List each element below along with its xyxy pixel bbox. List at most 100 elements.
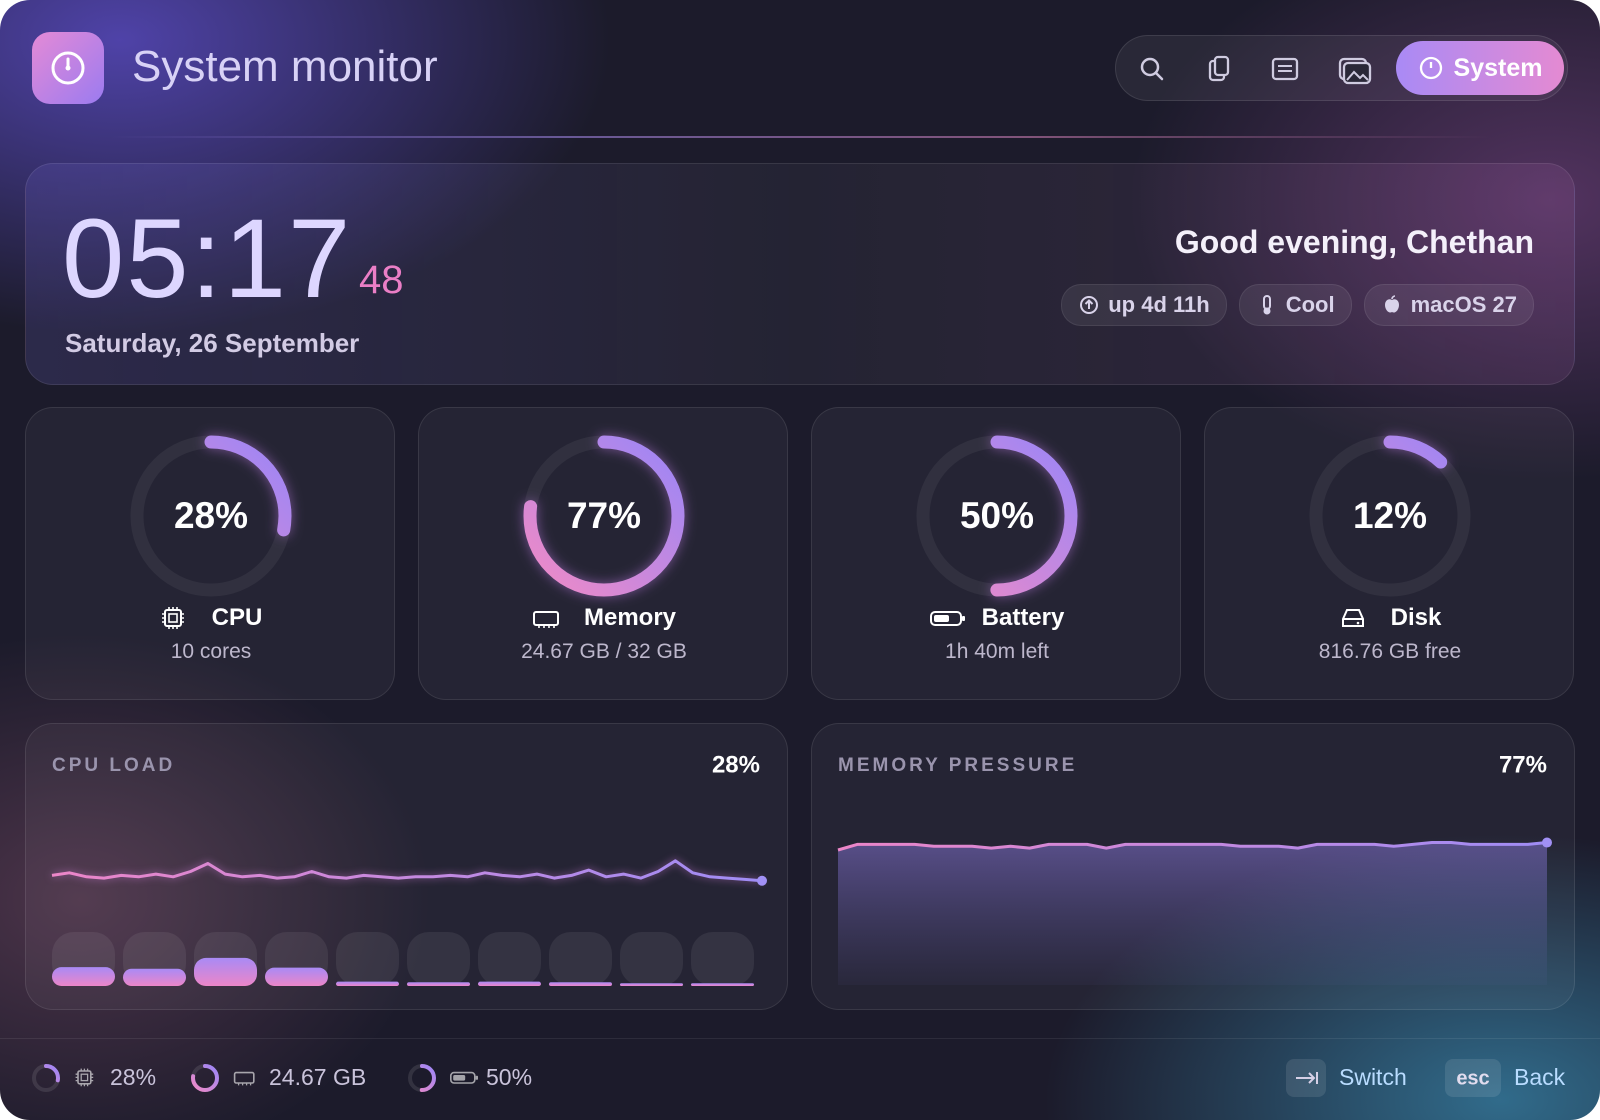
header-divider: [110, 136, 1490, 138]
core-bar: [407, 982, 470, 986]
logo-icon: [51, 51, 85, 85]
gauge-value: 12%: [1353, 495, 1427, 536]
gauge-arc: [130, 435, 292, 597]
panel-title: MEMORY PRESSURE: [838, 755, 1077, 776]
gauge-detail: 10 cores: [170, 640, 252, 663]
footer-icon: [450, 1071, 478, 1084]
core-bar: [620, 983, 683, 986]
panel-value: 77%: [1499, 751, 1547, 778]
gauge-card: 50% Battery 1h 40m left: [811, 407, 1181, 700]
system-tab-label[interactable]: System: [1453, 53, 1543, 82]
core-bar: [478, 981, 541, 986]
panel-value: 28%: [712, 751, 760, 778]
gauge-detail: 1h 40m left: [945, 640, 1049, 663]
key-label: esc: [1456, 1067, 1489, 1089]
gauge-arc: [1309, 435, 1471, 597]
app-title: System monitor: [132, 42, 438, 91]
memory-area: [838, 842, 1547, 985]
chip-icon: [1080, 296, 1099, 314]
footer-icon: [233, 1071, 255, 1086]
chip-icon: [1384, 295, 1399, 313]
gauge-value: 77%: [567, 495, 641, 536]
clock-seconds: 48: [359, 258, 404, 302]
panel-title: CPU LOAD: [52, 755, 175, 776]
core-track: [336, 932, 399, 986]
gauge-icon: [929, 611, 965, 626]
core-bar: [194, 957, 257, 986]
status-chip: up 4d 11h: [1061, 284, 1227, 326]
gauge-value: 50%: [960, 495, 1034, 536]
footer-ring: [408, 1064, 436, 1092]
core-track: [407, 932, 470, 986]
clock-panel: 05:17 48 Saturday, 26 September Good eve…: [25, 163, 1575, 385]
clipboard-button[interactable]: [1203, 53, 1235, 85]
app-logo: [32, 32, 104, 104]
footer-ring: [32, 1064, 60, 1092]
search-button[interactable]: [1136, 53, 1168, 85]
shortcut-label[interactable]: Back: [1514, 1064, 1566, 1090]
gauge-name-row: CPU: [26, 604, 396, 632]
gauge-graphic: 28%: [130, 435, 292, 597]
gauge-name: Battery: [981, 604, 1065, 631]
gauge-icon: [532, 611, 559, 628]
core-bar: [265, 967, 328, 986]
gauge-card: 12% Disk 816.76 GB free: [1204, 407, 1574, 700]
core-bar: [123, 968, 186, 986]
footer-stat: 50%: [486, 1064, 532, 1090]
footer-divider: [0, 1038, 1600, 1039]
notes-button[interactable]: [1269, 53, 1301, 85]
gauge-name: CPU: [211, 604, 263, 631]
footer-icon: [75, 1068, 94, 1087]
chip-label: macOS 27: [1410, 292, 1517, 317]
gauge-name: Disk: [1390, 604, 1442, 631]
chip-label: Cool: [1285, 292, 1335, 317]
gauge-graphic: 12%: [1309, 435, 1471, 597]
key-cap: [1445, 1059, 1501, 1097]
cpu-load-panel: [25, 723, 788, 1010]
cpu-load-line: [51, 859, 763, 883]
system-tab-icon: [1419, 56, 1442, 80]
gauge-icon: [161, 607, 184, 629]
chip-icon: [1262, 295, 1271, 315]
footer-ring: [191, 1064, 219, 1092]
greeting: Good evening, Chethan: [1174, 224, 1534, 260]
clock-time: 05:17: [62, 196, 353, 321]
gauge-card: 28% CPU 10 cores: [25, 407, 395, 700]
gauge-name-row: Battery: [812, 604, 1182, 632]
system-tab[interactable]: System: [1396, 41, 1564, 95]
clock-date: Saturday, 26 September: [65, 328, 360, 358]
cpu-load-endpoint: [757, 875, 767, 886]
core-track: [549, 932, 612, 986]
tab-key-icon: [1296, 1072, 1318, 1084]
status-chips: up 4d 11h Cool macOS 27: [1061, 284, 1534, 326]
core-bar: [691, 983, 754, 986]
photos-button[interactable]: [1336, 51, 1372, 87]
gauge-name-row: Disk: [1205, 604, 1575, 632]
gauge-detail: 816.76 GB free: [1318, 640, 1462, 663]
status-chip: macOS 27: [1363, 284, 1534, 326]
gauge-icon: [1341, 609, 1364, 627]
core-track: [691, 932, 754, 986]
memory-line: [837, 841, 1548, 852]
chip-label: up 4d 11h: [1108, 292, 1210, 317]
core-bar: [549, 982, 612, 986]
gauge-detail: 24.67 GB / 32 GB: [521, 640, 687, 663]
footer-stat: 24.67 GB: [269, 1064, 366, 1090]
core-track: [478, 932, 541, 986]
core-bar: [336, 981, 399, 986]
gauge-name-row: Memory: [419, 604, 789, 632]
core-bar: [52, 967, 115, 986]
core-track: [620, 932, 683, 986]
gauge-graphic: 50%: [916, 435, 1078, 597]
status-chip: Cool: [1238, 284, 1352, 326]
shortcut-label[interactable]: Switch: [1339, 1064, 1407, 1090]
footer-stat: 28%: [110, 1064, 156, 1090]
nav-bar: System: [1115, 35, 1568, 101]
gauge-graphic: 77%: [523, 435, 685, 597]
gauge-card: 77% Memory 24.67 GB / 32 GB: [418, 407, 788, 700]
footer: 28% 24.67 GB 50% Switch esc Back: [32, 1059, 1566, 1097]
gauge-name: Memory: [583, 604, 677, 631]
gauge-arc: [916, 435, 1078, 597]
